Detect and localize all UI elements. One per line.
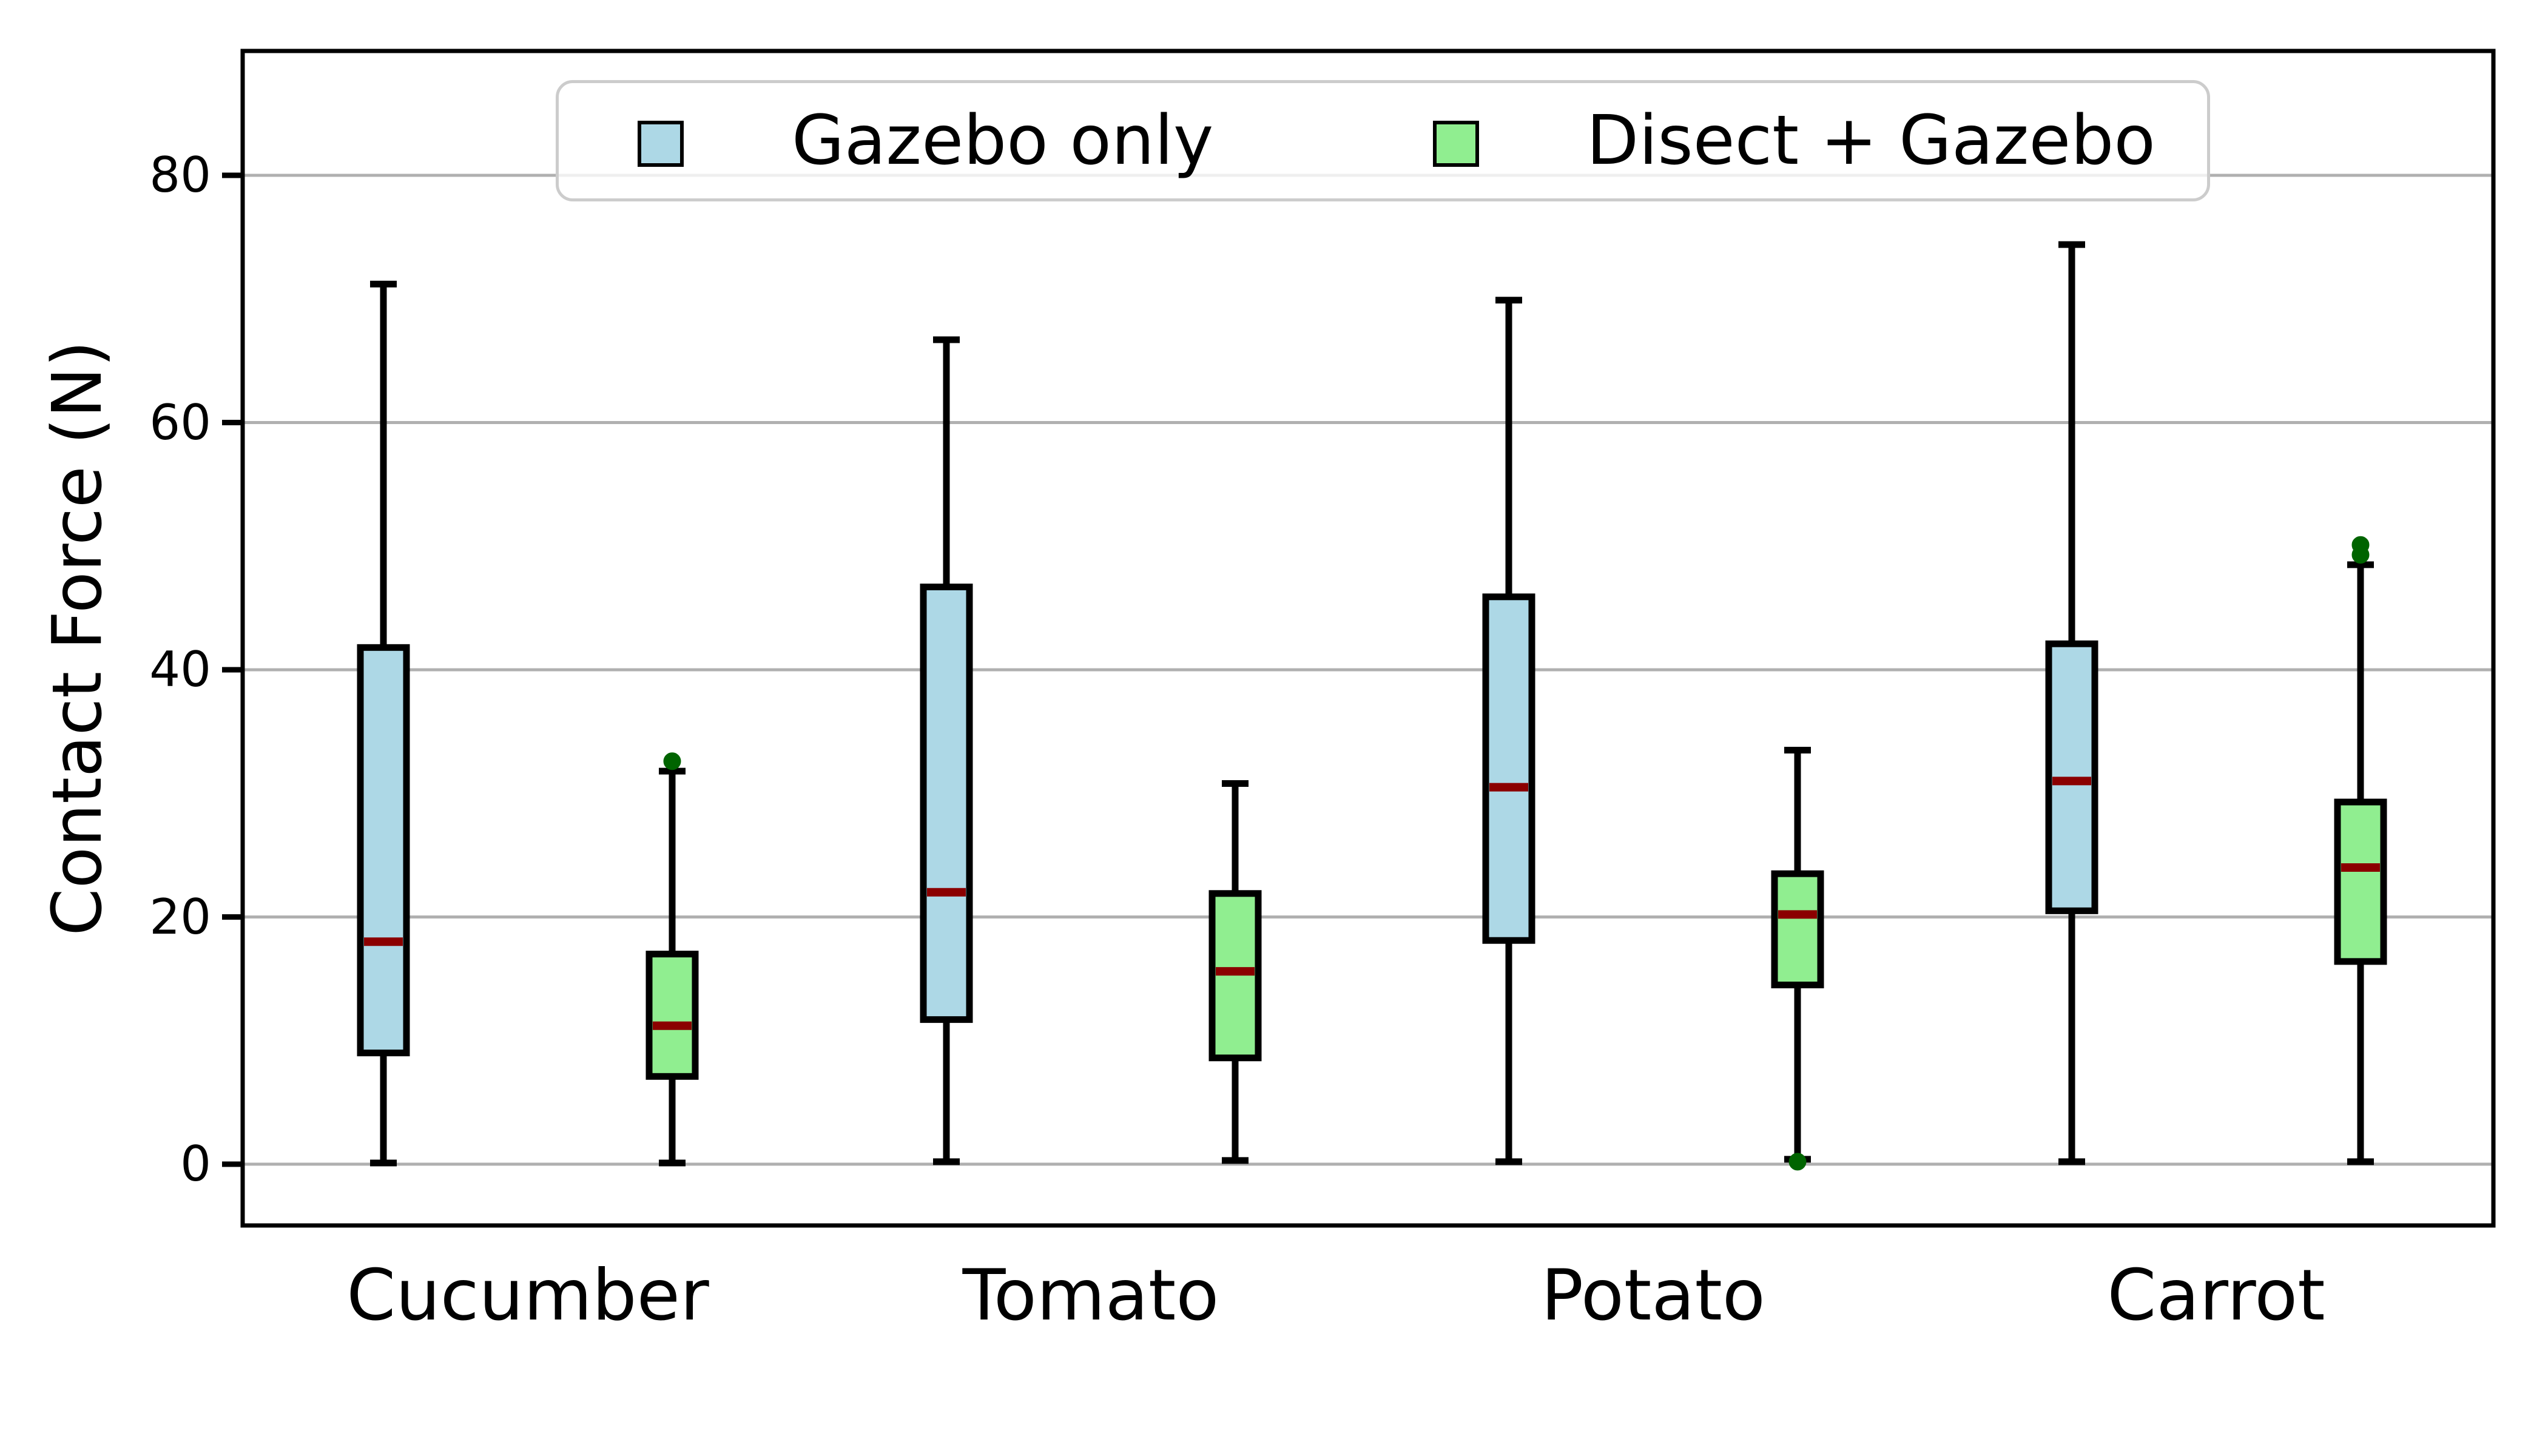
y-tick-label-60: 60 bbox=[149, 394, 211, 451]
iqr-box bbox=[1482, 593, 1535, 944]
legend-swatch-gazebo-only bbox=[638, 121, 684, 167]
outlier-marker bbox=[2351, 536, 2370, 554]
legend-label-disect-gazebo: Disect + Gazebo bbox=[1586, 101, 2155, 180]
boxplot-tomato-disect-gazebo bbox=[1208, 780, 1262, 1164]
legend-label-gazebo-only: Gazebo only bbox=[792, 101, 1214, 180]
boxplot-potato-disect-gazebo bbox=[1771, 746, 1824, 1171]
outlier-marker bbox=[1788, 1153, 1807, 1171]
iqr-box bbox=[920, 583, 973, 1023]
y-tick-label-20: 20 bbox=[149, 888, 211, 945]
boxplot-cucumber-disect-gazebo bbox=[645, 752, 699, 1167]
axes-frame bbox=[240, 49, 2496, 1228]
y-axis-title: Contact Force (N) bbox=[38, 340, 117, 936]
x-category-label-carrot: Carrot bbox=[2107, 1255, 2325, 1336]
outlier-marker bbox=[663, 752, 681, 770]
y-tick-label-80: 80 bbox=[149, 147, 211, 203]
x-category-label-cucumber: Cucumber bbox=[346, 1255, 709, 1336]
iqr-box bbox=[1771, 870, 1824, 989]
legend-swatch-disect-gazebo bbox=[1433, 121, 1479, 167]
legend: Gazebo only Disect + Gazebo bbox=[556, 80, 2210, 201]
boxplot-cucumber-gazebo-only bbox=[357, 280, 410, 1167]
boxplot-carrot-disect-gazebo bbox=[2334, 536, 2387, 1165]
boxplot-tomato-gazebo-only bbox=[920, 336, 973, 1165]
x-category-label-tomato: Tomato bbox=[962, 1255, 1219, 1336]
iqr-box bbox=[645, 951, 699, 1080]
iqr-box bbox=[2334, 798, 2387, 965]
y-tick-label-40: 40 bbox=[149, 641, 211, 698]
iqr-box bbox=[357, 644, 410, 1057]
iqr-box bbox=[1208, 890, 1262, 1062]
y-tick-label-0: 0 bbox=[180, 1136, 211, 1192]
boxplot-carrot-gazebo-only bbox=[2045, 241, 2098, 1165]
boxplot-potato-gazebo-only bbox=[1482, 297, 1535, 1165]
x-category-label-potato: Potato bbox=[1541, 1255, 1765, 1336]
